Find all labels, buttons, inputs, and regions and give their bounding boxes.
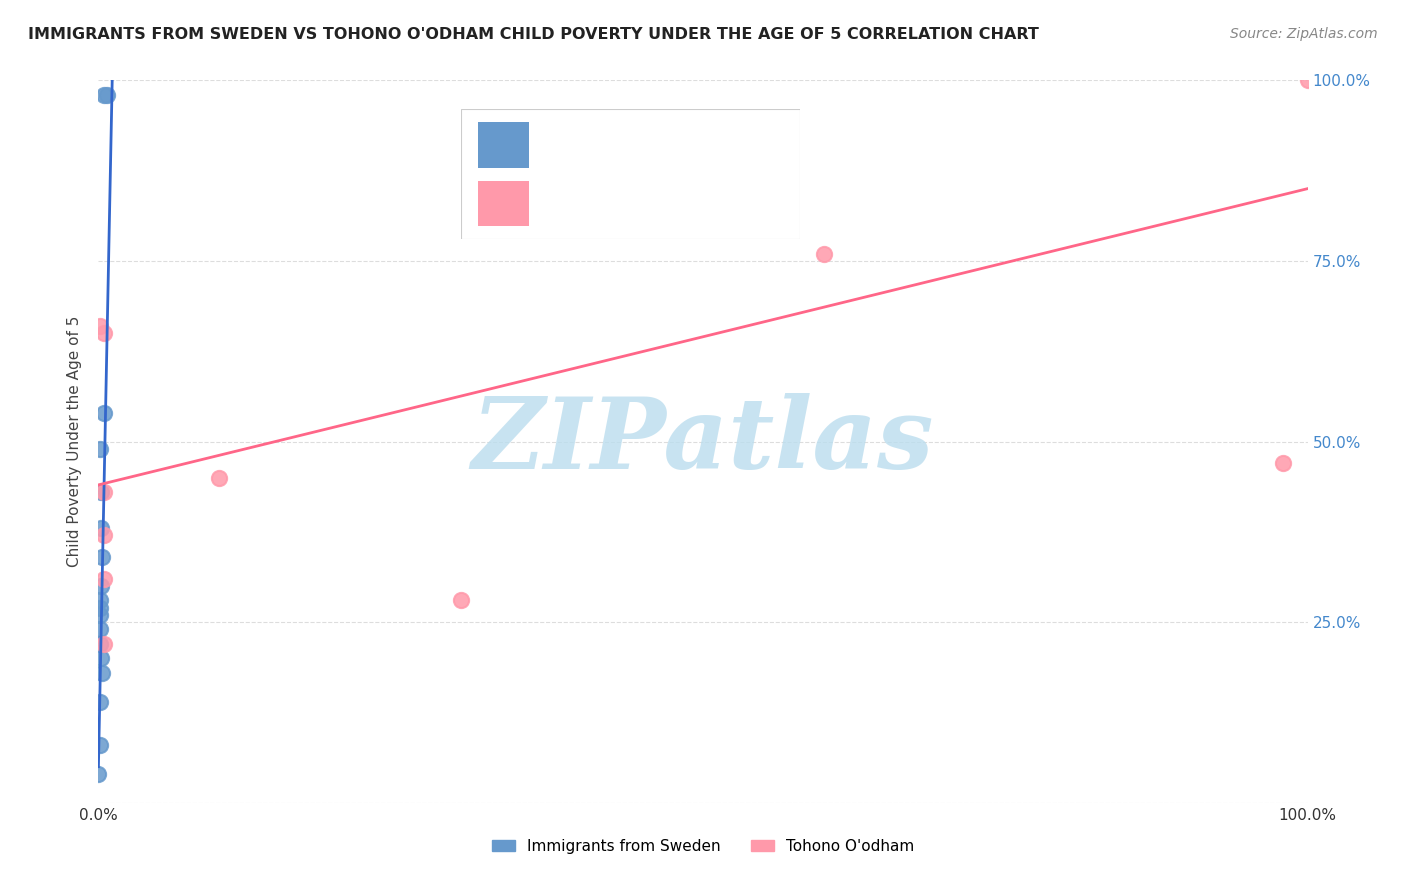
Point	[89, 593, 111, 607]
Y-axis label: Child Poverty Under the Age of 5: Child Poverty Under the Age of 5	[67, 316, 83, 567]
Point	[208, 470, 231, 484]
Point	[450, 593, 472, 607]
Text: IMMIGRANTS FROM SWEDEN VS TOHONO O'ODHAM CHILD POVERTY UNDER THE AGE OF 5 CORREL: IMMIGRANTS FROM SWEDEN VS TOHONO O'ODHAM…	[28, 27, 1039, 42]
Point	[89, 318, 111, 333]
Legend: Immigrants from Sweden, Tohono O'odham: Immigrants from Sweden, Tohono O'odham	[485, 833, 921, 860]
Text: ZIPatlas: ZIPatlas	[472, 393, 934, 490]
Point	[91, 665, 114, 680]
Point	[89, 600, 111, 615]
Point	[90, 521, 112, 535]
Point	[90, 651, 112, 665]
Point	[91, 550, 114, 565]
Point	[813, 246, 835, 260]
Point	[1272, 456, 1295, 470]
Point	[96, 87, 118, 102]
Point	[1296, 73, 1319, 87]
Point	[89, 607, 111, 622]
Point	[93, 87, 115, 102]
Point	[93, 326, 115, 340]
Point	[93, 406, 115, 420]
Point	[89, 738, 111, 752]
Point	[93, 637, 115, 651]
Point	[89, 695, 111, 709]
Point	[93, 528, 115, 542]
Point	[93, 572, 115, 586]
Point	[87, 767, 110, 781]
Point	[90, 579, 112, 593]
Point	[93, 485, 115, 500]
Point	[89, 442, 111, 456]
Text: Source: ZipAtlas.com: Source: ZipAtlas.com	[1230, 27, 1378, 41]
Point	[90, 485, 112, 500]
Point	[89, 623, 111, 637]
Point	[89, 637, 111, 651]
